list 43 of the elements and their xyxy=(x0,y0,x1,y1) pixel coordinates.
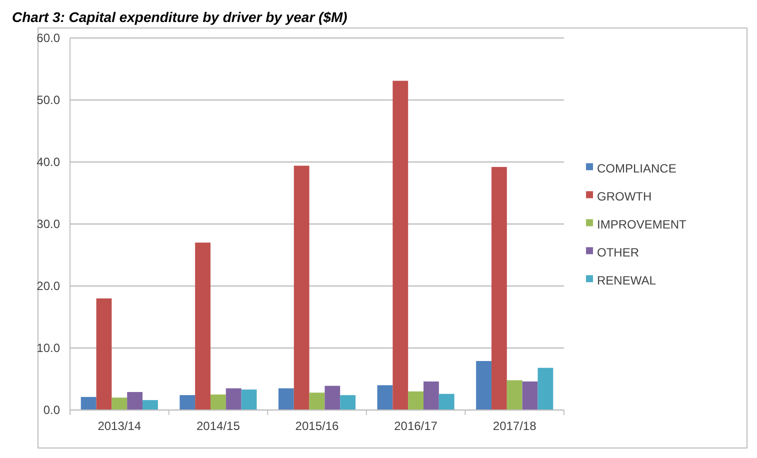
x-tick-label: 2017/18 xyxy=(492,419,537,433)
bar xyxy=(127,392,143,410)
y-tick-label: 0.0 xyxy=(43,403,60,418)
legend-label: IMPROVEMENT xyxy=(597,217,688,232)
y-tick-label: 40.0 xyxy=(36,155,60,170)
bar xyxy=(392,80,408,410)
bar xyxy=(506,380,522,410)
bar xyxy=(112,398,128,410)
chart-title: Chart 3: Capital expenditure by driver by year ($M) xyxy=(12,9,348,25)
legend-label: COMPLIANCE xyxy=(597,161,676,176)
x-tick-label: 2013/14 xyxy=(98,419,142,433)
y-tick-label: 30.0 xyxy=(36,217,60,232)
legend-label: RENEWAL xyxy=(597,273,656,288)
bar xyxy=(226,388,242,410)
bar xyxy=(438,394,454,410)
bar xyxy=(142,400,158,410)
legend-label: GROWTH xyxy=(597,189,652,204)
y-tick-label: 10.0 xyxy=(36,341,60,356)
bar xyxy=(408,391,424,410)
bar xyxy=(476,361,492,410)
y-tick-label: 20.0 xyxy=(36,279,60,294)
bar xyxy=(309,392,325,410)
y-tick-label: 50.0 xyxy=(36,93,60,108)
bar xyxy=(340,395,356,410)
bar xyxy=(210,394,226,410)
bar xyxy=(324,386,340,410)
bar xyxy=(377,385,393,410)
bar xyxy=(424,381,439,410)
bar xyxy=(180,395,196,410)
bar xyxy=(491,166,507,410)
bar xyxy=(195,242,210,410)
bar xyxy=(80,396,96,410)
bar xyxy=(278,388,294,410)
bar xyxy=(241,390,257,410)
bar xyxy=(538,368,554,410)
bar xyxy=(294,166,310,410)
x-tick-label: 2015/16 xyxy=(295,419,340,433)
x-tick-label: 2016/17 xyxy=(394,419,438,433)
y-tick-label: 60.0 xyxy=(36,31,60,46)
bar xyxy=(96,298,112,410)
x-tick-label: 2014/15 xyxy=(196,419,240,433)
legend-label: OTHER xyxy=(597,245,640,260)
bar xyxy=(522,381,538,410)
